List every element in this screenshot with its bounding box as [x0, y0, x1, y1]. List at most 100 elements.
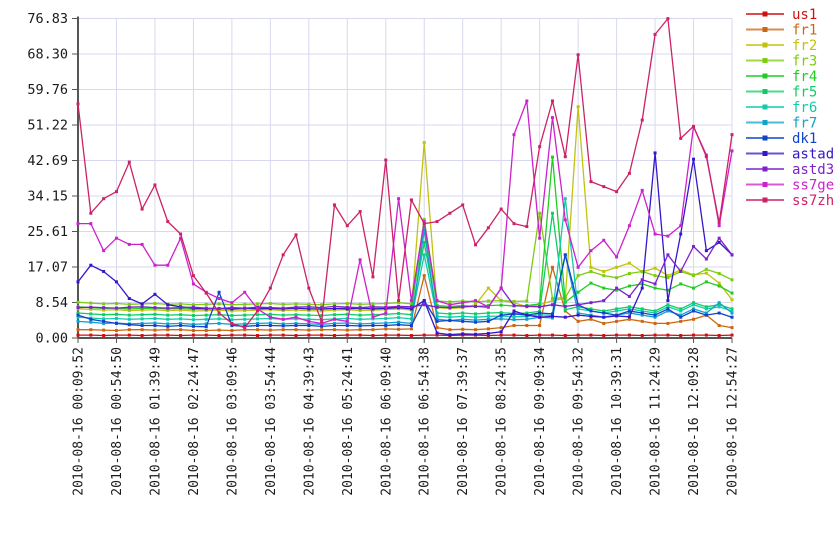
data-point-marker — [102, 319, 106, 323]
data-point-marker — [538, 305, 542, 309]
x-tick-label: 2010-08-16 03:54:44 — [264, 347, 279, 496]
data-point-marker — [243, 333, 247, 337]
data-point-marker — [730, 133, 734, 137]
data-point-marker — [653, 313, 657, 317]
data-point-marker — [166, 306, 170, 310]
data-point-marker — [371, 302, 375, 306]
data-point-marker — [230, 314, 234, 318]
data-point-marker — [717, 281, 721, 285]
data-point-marker — [692, 333, 696, 337]
legend-marker-sample — [762, 11, 768, 17]
data-point-marker — [76, 319, 80, 323]
series-line — [77, 229, 733, 325]
legend-marker-sample — [762, 135, 768, 141]
legend-marker-sample — [762, 120, 768, 125]
axes — [77, 16, 732, 339]
data-point-marker — [422, 240, 426, 244]
data-point-marker — [358, 306, 362, 310]
data-point-marker — [538, 315, 542, 319]
x-tick-label: 2010-08-16 04:39:43 — [302, 347, 317, 496]
legend-marker-sample — [762, 151, 768, 156]
data-point-marker — [499, 299, 503, 303]
data-point-marker — [332, 334, 336, 338]
data-point-marker — [499, 207, 503, 211]
data-point-marker — [191, 309, 195, 313]
data-point-marker — [166, 313, 170, 317]
data-point-marker — [653, 282, 657, 286]
data-point-marker — [140, 324, 144, 328]
data-point-marker — [448, 312, 452, 316]
data-point-marker — [474, 320, 478, 324]
data-point-marker — [679, 224, 683, 228]
data-point-marker — [692, 307, 696, 311]
data-point-marker — [179, 328, 183, 332]
data-point-marker — [140, 313, 144, 317]
data-point-marker — [692, 286, 696, 290]
series-line — [77, 198, 733, 321]
data-point-marker — [332, 304, 336, 308]
data-point-marker — [576, 319, 580, 323]
data-point-marker — [474, 304, 478, 308]
legend-label: fr3 — [792, 54, 817, 70]
y-tick-label: 59.76 — [27, 82, 68, 98]
data-point-marker — [89, 328, 93, 332]
data-point-marker — [114, 312, 118, 316]
data-point-marker — [268, 321, 272, 325]
x-tick-label: 2010-08-16 10:39:31 — [610, 347, 625, 496]
data-point-marker — [448, 211, 452, 215]
data-point-marker — [230, 318, 234, 322]
data-point-marker — [127, 242, 131, 246]
data-point-marker — [191, 314, 195, 318]
data-point-marker — [397, 320, 401, 324]
data-point-marker — [281, 317, 285, 321]
data-point-marker — [602, 238, 606, 242]
data-point-marker — [474, 303, 478, 307]
data-point-marker — [461, 319, 465, 323]
data-point-marker — [627, 305, 631, 309]
data-point-marker — [679, 334, 683, 338]
data-point-marker — [640, 334, 644, 338]
data-point-marker — [666, 253, 670, 257]
legend-marker-sample — [762, 27, 768, 32]
data-point-marker — [256, 302, 260, 306]
data-point-marker — [191, 274, 195, 278]
data-point-marker — [627, 307, 631, 311]
data-point-marker — [679, 315, 683, 319]
data-point-marker — [409, 307, 413, 311]
data-point-marker — [550, 303, 554, 307]
series-line — [77, 212, 733, 317]
data-point-marker — [679, 319, 683, 323]
data-point-marker — [89, 307, 93, 311]
legend-marker-sample — [762, 73, 768, 79]
data-point-marker — [114, 236, 118, 240]
data-point-marker — [320, 328, 324, 332]
data-point-marker — [243, 326, 247, 330]
data-point-marker — [256, 313, 260, 317]
x-tick-label: 2010-08-16 06:54:38 — [418, 347, 433, 496]
data-point-marker — [256, 307, 260, 311]
data-point-marker — [102, 321, 106, 325]
data-point-marker — [243, 328, 247, 332]
data-point-marker — [397, 299, 401, 303]
data-point-marker — [474, 243, 478, 247]
data-point-marker — [371, 334, 375, 338]
data-point-marker — [422, 333, 426, 337]
data-point-marker — [499, 333, 503, 337]
data-point-marker — [435, 304, 439, 308]
data-point-marker — [486, 327, 490, 331]
legend: us1fr1fr2fr3fr4fr5fr6fr7dk1astadastd3ss7… — [746, 7, 834, 209]
series-line — [77, 237, 733, 310]
x-tick-label: 2010-08-16 06:09:40 — [379, 347, 394, 496]
data-point-marker — [666, 276, 670, 280]
data-point-marker — [717, 334, 721, 338]
data-point-marker — [486, 314, 490, 318]
data-point-marker — [653, 274, 657, 278]
data-point-marker — [679, 232, 683, 236]
data-point-marker — [615, 333, 619, 337]
data-point-marker — [166, 322, 170, 326]
data-point-marker — [653, 321, 657, 325]
legend-label: dk1 — [792, 131, 817, 147]
data-point-marker — [358, 328, 362, 332]
